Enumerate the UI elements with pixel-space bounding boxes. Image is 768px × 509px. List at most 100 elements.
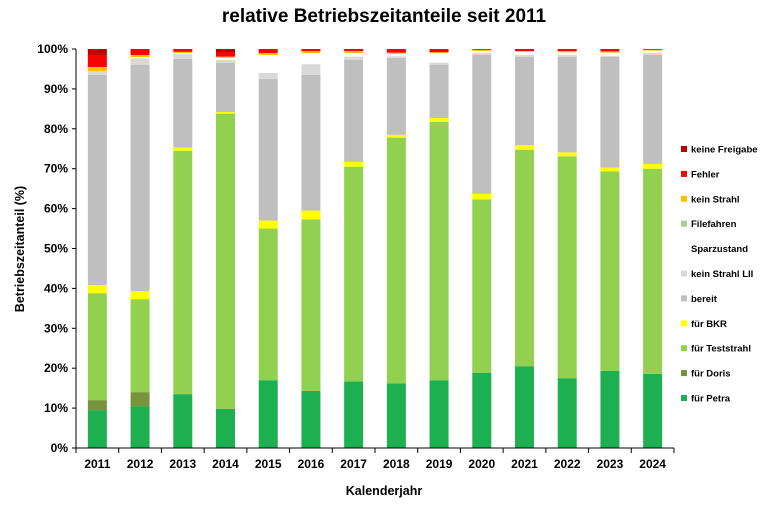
- bar-2011-keine-freigabe: [87, 49, 107, 55]
- bar-2017-fehler: [344, 49, 364, 51]
- bar-2012-f-r-teststrahl: [130, 299, 150, 393]
- y-tick-label: 40%: [44, 281, 68, 295]
- bar-2018-bereit: [386, 57, 406, 135]
- y-tick-label: 90%: [44, 82, 68, 96]
- bar-2024-f-r-petra: [643, 373, 663, 448]
- bar-2015-f-r-petra: [258, 380, 278, 448]
- bar-2023-sparzustand: [600, 52, 620, 56]
- bars-group: [87, 49, 663, 448]
- bar-2014-f-r-petra: [216, 408, 235, 448]
- legend-swatch-bereit: [681, 295, 687, 302]
- x-axis-title: Kalenderjahr: [346, 484, 423, 498]
- bar-2011-bereit: [87, 74, 107, 286]
- bar-2014-f-r-teststrahl: [216, 113, 235, 409]
- bar-2024-kein-strahl: [643, 49, 663, 51]
- bar-2021-f-r-petra: [515, 366, 534, 448]
- bar-2022-f-r-bkr: [557, 152, 577, 157]
- bar-2011-f-r-bkr: [87, 285, 107, 294]
- legend-label-f-r-bkr: für BKR: [691, 319, 727, 330]
- bar-2016-fehler: [301, 49, 321, 51]
- y-axis-title: Betriebszeitanteil (%): [13, 186, 27, 312]
- bar-2021-kein-strahl-lii: [515, 54, 534, 57]
- x-tick-label: 2018: [383, 457, 410, 471]
- bar-2017-f-r-petra: [344, 381, 364, 448]
- bar-2016-kein-strahl: [301, 51, 321, 53]
- bar-2020-kein-strahl: [472, 49, 492, 51]
- bar-2019-f-r-bkr: [429, 118, 449, 123]
- y-tick-label: 20%: [44, 361, 68, 375]
- bar-2016-sparzustand: [301, 52, 321, 65]
- bar-2021-fehler: [515, 49, 534, 51]
- bar-2018-sparzustand: [386, 53, 406, 57]
- bar-2019-kein-strahl: [429, 52, 449, 53]
- bar-2020-bereit: [472, 54, 492, 194]
- bar-2020-fehler: [472, 49, 492, 50]
- bar-2024-f-r-bkr: [643, 163, 663, 169]
- x-tick-label: 2013: [169, 457, 196, 471]
- x-tick-label: 2022: [554, 457, 581, 471]
- bar-2012-f-r-petra: [130, 406, 150, 448]
- bar-2017-f-r-teststrahl: [344, 166, 364, 382]
- x-tick-label: 2011: [84, 457, 110, 471]
- bar-2023-kein-strahl: [600, 51, 620, 53]
- bar-2019-sparzustand: [429, 52, 449, 63]
- legend-group: keine Freigabe Fehler kein Strahl Filefahre…: [681, 145, 758, 405]
- bar-2014-kein-strahl-lii: [216, 59, 235, 63]
- bar-2014-sparzustand: [216, 57, 235, 60]
- bar-2013-sparzustand: [173, 52, 193, 54]
- bar-2023-f-r-teststrahl: [600, 171, 620, 371]
- bar-2021-bereit: [515, 56, 534, 146]
- bar-2024-f-r-teststrahl: [643, 168, 663, 374]
- legend-label-filefahren: Filefahren: [691, 219, 737, 230]
- bar-2024-kein-strahl-lii: [643, 52, 663, 55]
- bar-2023-f-r-bkr: [600, 167, 620, 172]
- bar-2017-sparzustand: [344, 52, 364, 57]
- bar-2012-f-r-bkr: [130, 291, 150, 300]
- bar-2018-f-r-bkr: [386, 134, 406, 138]
- x-tick-label: 2015: [255, 457, 282, 471]
- legend-label-bereit: bereit: [691, 294, 718, 305]
- bar-2022-sparzustand: [557, 52, 577, 55]
- bar-2022-kein-strahl: [557, 51, 577, 53]
- legend-label-sparzustand: Sparzustand: [691, 244, 748, 255]
- x-tick-label: 2021: [511, 457, 538, 471]
- bar-2013-kein-strahl-lii: [173, 53, 193, 59]
- bar-2024-sparzustand: [643, 50, 663, 53]
- bar-2018-kein-strahl: [386, 52, 406, 54]
- bar-2017-kein-strahl: [344, 50, 364, 53]
- axes-group: [75, 49, 674, 449]
- bar-2012-kein-strahl-lii: [130, 58, 150, 65]
- legend-swatch-f-r-teststrahl: [681, 345, 687, 352]
- bar-2022-f-r-teststrahl: [557, 156, 577, 379]
- bar-2015-fehler: [258, 49, 278, 53]
- bar-2015-kein-strahl-lii: [258, 72, 278, 79]
- legend-label-keine-freigabe: keine Freigabe: [691, 145, 758, 156]
- bar-2020-f-r-teststrahl: [472, 199, 492, 373]
- bar-2015-bereit: [258, 78, 278, 221]
- bar-2012-sparzustand: [130, 56, 150, 59]
- bar-2015-f-r-teststrahl: [258, 228, 278, 381]
- bar-2014-f-r-bkr: [216, 112, 235, 114]
- x-tick-label: 2024: [639, 457, 666, 471]
- bar-2016-bereit: [301, 74, 321, 211]
- bar-2015-kein-strahl: [258, 52, 278, 55]
- bar-2011-f-r-petra: [87, 410, 107, 448]
- bar-2023-bereit: [600, 56, 620, 168]
- bar-2019-kein-strahl-lii: [429, 62, 449, 65]
- bar-2019-bereit: [429, 64, 449, 119]
- legend-swatch-kein-strahl-lii: [681, 270, 687, 277]
- bar-2013-f-r-teststrahl: [173, 150, 193, 395]
- bar-2012-kein-strahl: [130, 54, 150, 57]
- bar-2024-bereit: [643, 54, 663, 164]
- legend-label-kein-strahl: kein Strahl: [691, 194, 740, 205]
- bar-2020-f-r-petra: [472, 372, 492, 448]
- bar-2011-fehler: [87, 54, 107, 67]
- bar-2015-sparzustand: [258, 54, 278, 73]
- bar-2019-fehler: [429, 49, 449, 53]
- bar-2011-f-r-teststrahl: [87, 293, 107, 401]
- bar-2019-f-r-teststrahl: [429, 122, 449, 381]
- bar-2020-f-r-bkr: [472, 193, 492, 200]
- bar-2022-f-r-petra: [557, 378, 577, 448]
- bar-2011-f-r-doris: [87, 400, 107, 411]
- bar-2018-fehler: [386, 49, 406, 53]
